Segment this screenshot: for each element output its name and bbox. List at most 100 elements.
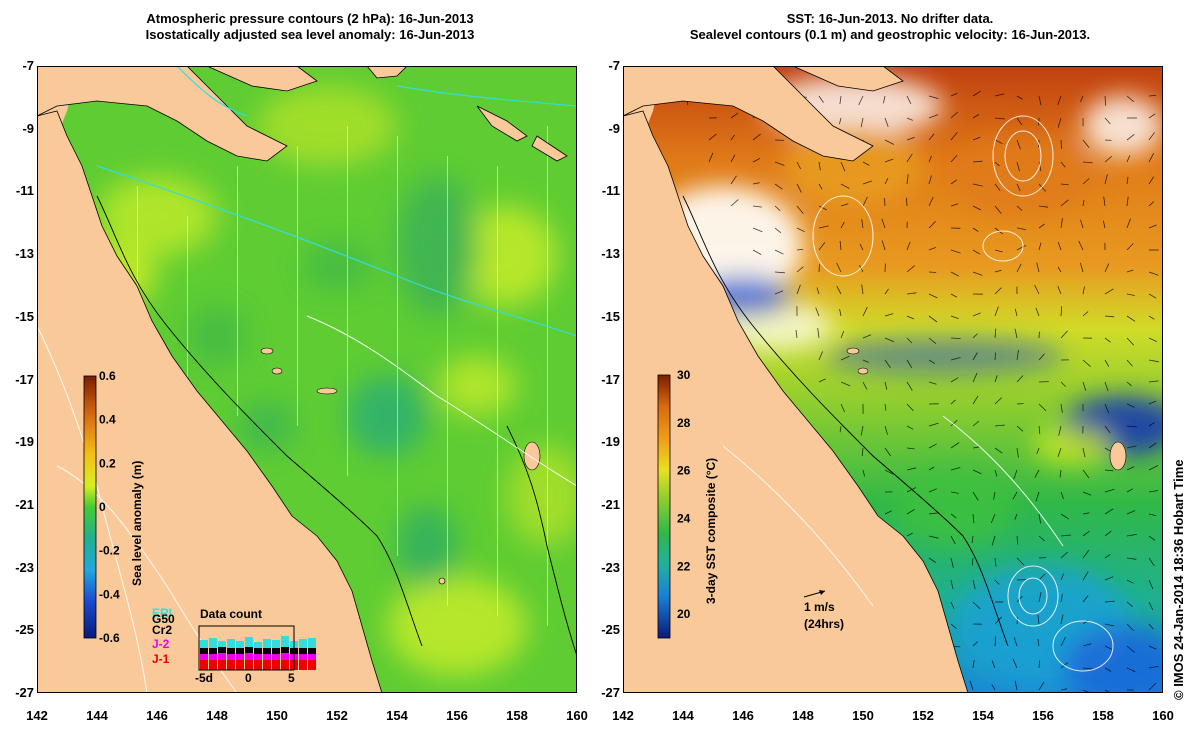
velocity-arrow — [1057, 286, 1062, 295]
velocity-arrow — [1038, 183, 1046, 192]
velocity-arrow — [972, 395, 979, 405]
velocity-arrow — [840, 161, 846, 172]
data-count-inset: ERI G50 Cr2 J-2 J-1 Data count -5d 0 5 — [152, 606, 316, 685]
velocity-arrow — [928, 221, 936, 229]
data-count-bar — [236, 648, 244, 654]
left-title: Atmospheric pressure contours (2 hPa): 1… — [80, 11, 540, 43]
velocity-arrow — [928, 293, 938, 299]
velocity-arrow — [1060, 161, 1066, 168]
velocity-arrow — [1104, 600, 1115, 603]
velocity-arrow — [1060, 534, 1071, 537]
velocity-arrow — [839, 309, 842, 317]
velocity-arrow — [1148, 623, 1154, 630]
velocity-arrow — [1148, 490, 1159, 493]
velocity-arrow — [928, 337, 937, 345]
lat-tick: -9 — [608, 120, 620, 136]
velocity-arrow — [1104, 667, 1112, 672]
velocity-arrow — [972, 579, 976, 590]
sla-colorbar-tick: 0.4 — [99, 413, 116, 427]
velocity-arrow — [796, 284, 801, 295]
velocity-arrow — [972, 446, 980, 449]
velocity-arrow — [928, 466, 935, 471]
sla-colorbar-label: Sea level anomaly (m) — [130, 461, 144, 586]
velocity-arrow — [1082, 447, 1086, 458]
sst-colorbar-tick: 22 — [677, 559, 691, 573]
sat-eri: ERI — [152, 606, 172, 620]
velocity-arrow — [906, 241, 911, 251]
velocity-arrow — [928, 381, 937, 385]
velocity-arrow — [1126, 293, 1135, 296]
velocity-arrow — [994, 616, 1002, 625]
velocity-arrow — [950, 337, 961, 339]
velocity-arrow — [1126, 359, 1133, 367]
data-count-bar — [308, 660, 316, 670]
velocity-arrow — [906, 532, 913, 537]
velocity-arrow — [906, 117, 913, 121]
data-count-bar — [200, 654, 208, 660]
lon-tick: 158 — [1092, 708, 1114, 723]
velocity-arrow — [839, 425, 842, 433]
velocity-arrow — [972, 271, 983, 276]
velocity-arrow — [1148, 359, 1159, 363]
velocity-arrow — [752, 182, 760, 185]
lon-tick: 156 — [1032, 708, 1054, 723]
velocity-arrow — [1016, 535, 1019, 545]
lat-tick: -9 — [22, 120, 34, 136]
velocity-arrow — [928, 155, 932, 163]
velocity-arrow — [1148, 293, 1157, 299]
velocity-arrow — [1148, 557, 1155, 567]
velocity-arrow — [860, 425, 864, 436]
velocity-arrow — [928, 175, 932, 185]
velocity-arrow — [1126, 243, 1134, 251]
velocity-arrow — [1082, 667, 1093, 670]
velocity-arrow — [1034, 469, 1040, 478]
velocity-arrow — [1057, 117, 1062, 128]
velocity-arrow — [950, 357, 961, 361]
velocity-arrow — [1016, 617, 1018, 625]
velocity-arrow — [1148, 513, 1157, 516]
velocity-arrow — [1060, 594, 1063, 603]
velocity-arrow — [884, 510, 892, 515]
lon-tick: 150 — [852, 708, 874, 723]
velocity-arrow — [972, 333, 978, 339]
velocity-arrow — [906, 359, 913, 369]
velocity-arrow — [774, 290, 784, 295]
velocity-arrow — [994, 328, 997, 339]
left-title-line2: Isostatically adjusted sea level anomaly… — [145, 27, 475, 42]
velocity-arrow — [928, 196, 934, 207]
data-count-bar — [308, 648, 316, 654]
sat-j2: J-2 — [152, 637, 170, 651]
velocity-arrow — [1104, 623, 1115, 627]
velocity-arrow — [1082, 643, 1092, 647]
right-title-line1: SST: 16-Jun-2013. No drifter data. — [786, 11, 994, 26]
velocity-arrow — [774, 183, 783, 190]
velocity-arrow — [1103, 196, 1106, 207]
velocity-arrow — [859, 243, 864, 251]
velocity-arrow — [858, 95, 864, 106]
velocity-arrow — [994, 352, 996, 361]
velocity-arrow — [1148, 95, 1157, 97]
velocity-arrow — [906, 197, 908, 207]
velocity-arrow — [1082, 595, 1089, 603]
velocity-arrow — [1037, 614, 1040, 625]
lon-tick: 146 — [732, 708, 754, 723]
velocity-arrow — [1148, 601, 1154, 611]
velocity-arrow — [839, 240, 842, 251]
velocity-arrow — [862, 180, 872, 185]
velocity-arrow — [861, 284, 864, 295]
lat-tick: -11 — [15, 183, 34, 199]
velocity-arrow — [1082, 571, 1089, 581]
velocity-arrow — [971, 557, 974, 566]
velocity-arrow — [1126, 269, 1134, 273]
velocity-arrow — [950, 601, 955, 609]
velocity-arrow — [752, 205, 762, 208]
velocity-arrow — [1126, 557, 1137, 560]
velocity-arrow — [950, 154, 958, 163]
velocity-arrow — [730, 175, 737, 185]
velocity-arrow — [818, 205, 827, 211]
velocity-arrow — [1038, 513, 1041, 524]
lat-tick: -17 — [601, 371, 620, 387]
velocity-arrow — [861, 219, 864, 229]
velocity-arrow — [840, 221, 845, 229]
velocity-arrow — [884, 313, 894, 317]
